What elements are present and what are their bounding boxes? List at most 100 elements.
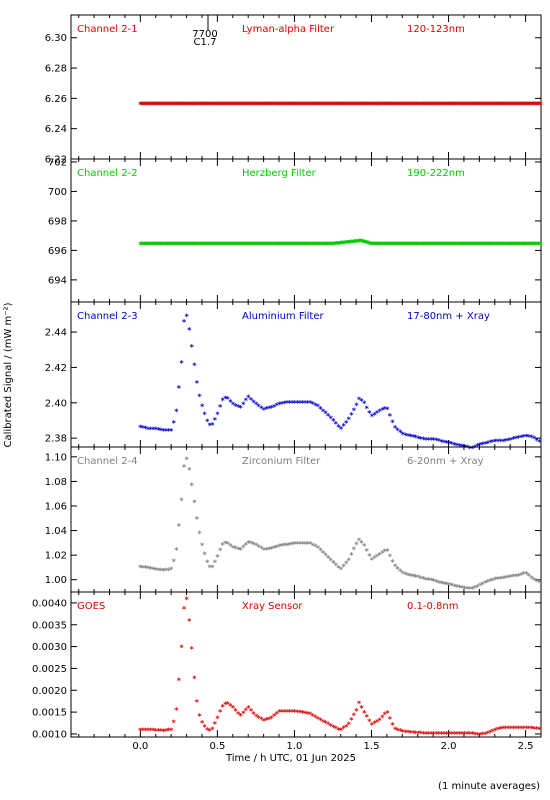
- data-point: *: [475, 583, 480, 592]
- y-tick-label: 694: [48, 275, 67, 286]
- data-point: *: [285, 541, 290, 550]
- data-point: *: [434, 730, 439, 739]
- y-tick-label: 0.0010: [32, 729, 67, 740]
- channel-label: Channel 2-3: [77, 311, 138, 322]
- filter-label: Aluminium Filter: [242, 311, 325, 322]
- data-point: *: [338, 240, 343, 249]
- data-point: *: [465, 730, 470, 739]
- data-point: *: [480, 731, 485, 740]
- data-point: *: [462, 584, 467, 593]
- data-point: *: [357, 238, 362, 247]
- data-point: *: [524, 433, 529, 442]
- data-point: *: [393, 241, 398, 250]
- y-tick-label: 1.10: [45, 452, 67, 463]
- data-point: *: [325, 100, 330, 109]
- data-point: *: [204, 241, 209, 250]
- data-point: *: [399, 100, 404, 109]
- data-point: *: [408, 433, 413, 442]
- data-point: *: [138, 563, 143, 572]
- data-point: *: [147, 241, 152, 250]
- data-point: *: [304, 100, 309, 109]
- data-point: *: [331, 417, 336, 426]
- data-point: *: [292, 399, 297, 408]
- data-point: *: [381, 241, 386, 250]
- data-point: *: [316, 241, 321, 250]
- data-point: *: [390, 100, 395, 109]
- data-point: *: [249, 241, 254, 250]
- data-point: *: [169, 241, 174, 250]
- data-point: *: [139, 100, 144, 109]
- data-point: *: [452, 241, 457, 250]
- data-point: *: [315, 100, 320, 109]
- data-point: *: [189, 481, 194, 490]
- data-point: *: [285, 241, 290, 250]
- data-point: *: [334, 240, 339, 249]
- y-tick-label: 1.04: [45, 526, 67, 537]
- data-point: *: [300, 540, 305, 549]
- data-point: *: [520, 100, 525, 109]
- data-point: *: [250, 100, 255, 109]
- y-tick-label: 0.0020: [32, 686, 67, 697]
- data-point: *: [491, 241, 496, 250]
- data-point: *: [215, 714, 220, 723]
- y-axis-label: Calibrated Signal / (mW m⁻²): [3, 302, 14, 447]
- band-label: 17-80nm + Xray: [407, 311, 490, 322]
- data-point: *: [339, 240, 344, 249]
- band-label: 120-123nm: [407, 24, 465, 35]
- data-point: *: [322, 241, 327, 250]
- data-point: *: [203, 241, 208, 250]
- data-point: *: [444, 730, 449, 739]
- data-point: *: [356, 238, 361, 247]
- data-point: *: [532, 241, 537, 250]
- data-point: *: [506, 241, 511, 250]
- data-point: *: [483, 440, 488, 449]
- data-point: *: [205, 241, 210, 250]
- data-point: *: [388, 412, 393, 421]
- data-point: *: [320, 241, 325, 250]
- data-point: *: [505, 100, 510, 109]
- data-point: *: [203, 100, 208, 109]
- data-point: *: [326, 100, 331, 109]
- data-point: *: [523, 100, 528, 109]
- data-point: *: [443, 100, 448, 109]
- data-point: *: [534, 100, 539, 109]
- data-point: *: [448, 100, 453, 109]
- data-point: *: [238, 712, 243, 721]
- data-point: *: [238, 404, 243, 413]
- panel-3: 2.38 2.40 2.42 2.44 Channel 2-3 Aluminium Fil…: [45, 301, 542, 453]
- data-point: *: [195, 100, 200, 109]
- data-point: *: [488, 577, 493, 586]
- data-point: *: [320, 100, 325, 109]
- data-point: *: [429, 436, 434, 445]
- data-point: *: [535, 241, 540, 250]
- data-point: *: [266, 100, 271, 109]
- data-point: *: [254, 541, 259, 550]
- data-point: *: [220, 241, 225, 250]
- data-point: *: [184, 595, 189, 604]
- data-point: *: [436, 241, 441, 250]
- data-point: *: [470, 100, 475, 109]
- data-point: *: [452, 100, 457, 109]
- data-point: *: [494, 241, 499, 250]
- data-point: *: [305, 540, 310, 549]
- data-point: *: [362, 238, 367, 247]
- data-point: *: [406, 241, 411, 250]
- data-point: *: [261, 241, 266, 250]
- data-point: *: [383, 241, 388, 250]
- data-point: *: [395, 241, 400, 250]
- data-point: *: [536, 241, 541, 250]
- data-point: *: [435, 241, 440, 250]
- data-point: *: [212, 241, 217, 250]
- data-point: *: [496, 438, 501, 447]
- data-point: *: [305, 100, 310, 109]
- y-tick-label: 1.00: [45, 575, 67, 586]
- data-point: *: [285, 100, 290, 109]
- data-point: *: [416, 434, 421, 443]
- data-point: *: [377, 407, 382, 416]
- data-point: *: [241, 709, 246, 718]
- data-point: *: [327, 241, 332, 250]
- data-point: *: [207, 241, 212, 250]
- y-tick-label: 6.22: [45, 155, 67, 166]
- data-point: *: [274, 100, 279, 109]
- data-point: *: [259, 545, 264, 554]
